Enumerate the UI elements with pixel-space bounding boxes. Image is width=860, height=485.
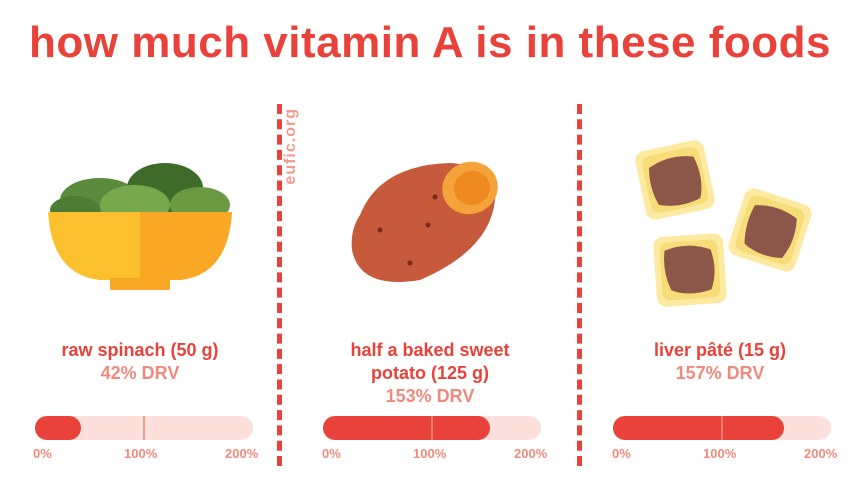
drv-bar-fill [35,416,81,440]
tick-label-0: 0% [612,446,631,461]
drv-bar-100-marker [431,416,433,440]
food-name-sweet-potato-line1: half a baked sweet [350,340,510,360]
column-divider-right [577,104,582,466]
drv-bar-100-marker [143,416,145,440]
food-name-sweet-potato-line2: potato (125 g) [370,363,489,383]
spinach-bowl-illustration [48,163,232,290]
drv-bar-liver-pate [613,416,831,440]
drv-sweet-potato: 153% DRV [385,386,475,406]
drv-bar-100-marker [721,416,723,440]
watermark: eufic.org [282,108,299,185]
liver-pate-illustration [635,140,812,307]
tick-label-100: 100% [124,446,158,461]
tick-label-200: 200% [514,446,548,461]
drv-liver-pate: 157% DRV [675,363,765,383]
sweet-potato-illustration [351,161,498,282]
tick-label-0: 0% [33,446,52,461]
food-name-liver-pate: liver pâté (15 g) [653,340,787,360]
tick-label-200: 200% [804,446,838,461]
food-name-spinach: raw spinach (50 g) [61,340,219,360]
tick-label-200: 200% [225,446,259,461]
drv-bar-fill [613,416,785,440]
tick-label-100: 100% [413,446,447,461]
infographic-title: how much vitamin A is in these foods [29,18,831,67]
tick-label-100: 100% [703,446,737,461]
drv-spinach: 42% DRV [100,363,180,383]
drv-bar-spinach [35,416,253,440]
drv-bar-sweet-potato [323,416,541,440]
column-divider-left [277,104,282,466]
tick-label-0: 0% [322,446,341,461]
drv-bar-fill [323,416,490,440]
